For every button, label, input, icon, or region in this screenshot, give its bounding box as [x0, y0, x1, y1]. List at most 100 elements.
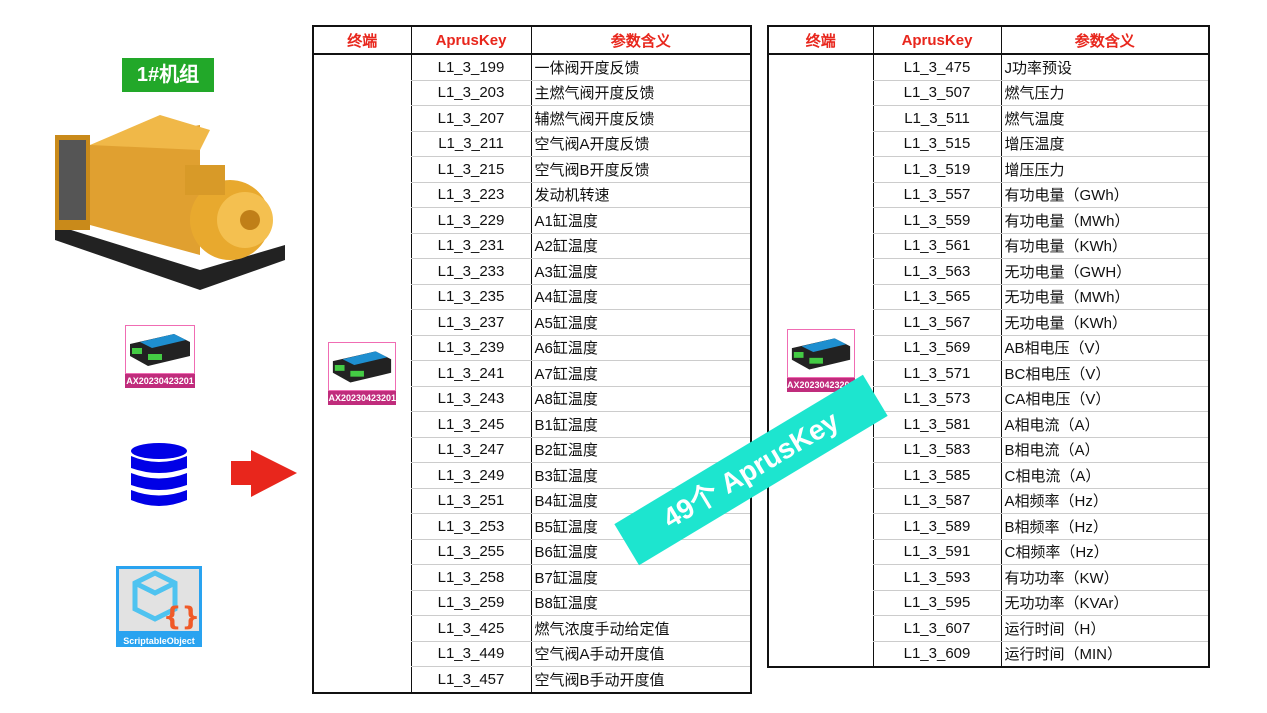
meaning-cell: 空气阀B手动开度值: [530, 666, 751, 693]
meaning-cell: 辅燃气阀开度反馈: [530, 105, 751, 132]
device-id-label: AX20230423201: [328, 390, 397, 405]
apruskey-cell: L1_3_515: [872, 131, 1001, 157]
generator-set-image: [55, 115, 285, 290]
table-row: L1_3_519 增压压力: [768, 156, 1209, 183]
table-row: L1_3_593 有功功率（KW）: [768, 564, 1209, 591]
apruskey-cell: L1_3_449: [410, 641, 531, 667]
table-row: L1_3_587 A相频率（Hz）: [768, 488, 1209, 514]
terminal-device-image: [125, 325, 195, 374]
header-terminal: 终端: [767, 26, 873, 55]
apruskey-cell: L1_3_231: [410, 233, 531, 259]
apruskey-cell: L1_3_243: [410, 386, 531, 412]
apruskey-cell: L1_3_207: [410, 105, 531, 132]
table-row: L1_3_507 燃气压力: [768, 80, 1209, 106]
apruskey-cell: L1_3_233: [410, 258, 531, 285]
apruskey-cell: L1_3_511: [872, 105, 1001, 132]
apruskey-cell: L1_3_253: [410, 513, 531, 540]
apruskey-table-left: 终端 AprusKey 参数含义 AX20230423201 L1_3_199 一体…: [312, 25, 752, 694]
table-row: L1_3_595 无功功率（KVAr）: [768, 590, 1209, 616]
terminal-device-image: [328, 341, 397, 391]
meaning-cell: B8缸温度: [530, 590, 751, 616]
table-row: L1_3_511 燃气温度: [768, 105, 1209, 132]
apruskey-cell: L1_3_595: [872, 590, 1001, 616]
apruskey-cell: L1_3_593: [872, 564, 1001, 591]
meaning-cell: A7缸温度: [530, 360, 751, 387]
apruskey-cell: L1_3_607: [872, 615, 1001, 642]
meaning-cell: A5缸温度: [530, 309, 751, 336]
table-row: L1_3_243 A8缸温度: [313, 386, 751, 412]
table-row: L1_3_585 C相电流（A）: [768, 462, 1209, 489]
apruskey-cell: L1_3_567: [872, 309, 1001, 336]
scriptable-object-icon: {} ScriptableObject: [116, 566, 202, 647]
table-row: L1_3_235 A4缸温度: [313, 284, 751, 310]
terminal-device: AX20230423201: [125, 325, 195, 388]
apruskey-cell: L1_3_211: [410, 131, 531, 157]
apruskey-cell: L1_3_591: [872, 539, 1001, 565]
table-row: L1_3_567 无功电量（KWh）: [768, 309, 1209, 336]
apruskey-cell: L1_3_581: [872, 411, 1001, 438]
table-row: L1_3_231 A2缸温度: [313, 233, 751, 259]
header-meaning: 参数含义: [530, 26, 751, 55]
meaning-cell: A3缸温度: [530, 258, 751, 285]
apruskey-cell: L1_3_583: [872, 437, 1001, 463]
meaning-cell: B相频率（Hz）: [1000, 513, 1209, 540]
table-row: L1_3_223 发动机转速: [313, 182, 751, 208]
apruskey-cell: L1_3_259: [410, 590, 531, 616]
apruskey-cell: L1_3_589: [872, 513, 1001, 540]
meaning-cell: B1缸温度: [530, 411, 751, 438]
meaning-cell: 运行时间（MIN）: [1000, 641, 1209, 668]
apruskey-cell: L1_3_565: [872, 284, 1001, 310]
table-row: L1_3_259 B8缸温度: [313, 590, 751, 616]
table-row: L1_3_258 B7缸温度: [313, 564, 751, 591]
table-row: L1_3_565 无功电量（MWh）: [768, 284, 1209, 310]
meaning-cell: A6缸温度: [530, 335, 751, 361]
apruskey-cell: L1_3_249: [410, 462, 531, 489]
apruskey-cell: L1_3_235: [410, 284, 531, 310]
table-row: L1_3_589 B相频率（Hz）: [768, 513, 1209, 540]
table-row: L1_3_247 B2缸温度: [313, 437, 751, 463]
table-row: L1_3_563 无功电量（GWH）: [768, 258, 1209, 285]
meaning-cell: 主燃气阀开度反馈: [530, 80, 751, 106]
apruskey-cell: L1_3_199: [410, 54, 531, 81]
meaning-cell: A1缸温度: [530, 207, 751, 234]
table-row: L1_3_609 运行时间（MIN）: [768, 641, 1209, 668]
terminal-cell: AX20230423201: [312, 54, 411, 693]
table-row: L1_3_233 A3缸温度: [313, 258, 751, 285]
apruskey-cell: L1_3_251: [410, 488, 531, 514]
apruskey-cell: L1_3_215: [410, 156, 531, 183]
apruskey-cell: L1_3_569: [872, 335, 1001, 361]
apruskey-cell: L1_3_587: [872, 488, 1001, 514]
table-row: L1_3_569 AB相电压（V）: [768, 335, 1209, 361]
meaning-cell: C相电流（A）: [1000, 462, 1209, 489]
table-row: L1_3_215 空气阀B开度反馈: [313, 156, 751, 183]
apruskey-cell: L1_3_258: [410, 564, 531, 591]
unit-label: 1#机组: [122, 58, 214, 92]
meaning-cell: BC相电压（V）: [1000, 360, 1209, 387]
table-row: L1_3_515 增压温度: [768, 131, 1209, 157]
table-row: L1_3_457 空气阀B手动开度值: [313, 666, 751, 693]
apruskey-cell: L1_3_563: [872, 258, 1001, 285]
apruskey-cell: L1_3_241: [410, 360, 531, 387]
meaning-cell: 增压温度: [1000, 131, 1209, 157]
apruskey-cell: L1_3_609: [872, 641, 1001, 668]
table-row: L1_3_583 B相电流（A）: [768, 437, 1209, 463]
table-row: L1_3_573 CA相电压（V）: [768, 386, 1209, 412]
meaning-cell: A相频率（Hz）: [1000, 488, 1209, 514]
apruskey-cell: L1_3_223: [410, 182, 531, 208]
apruskey-cell: L1_3_229: [410, 207, 531, 234]
meaning-cell: A4缸温度: [530, 284, 751, 310]
header-apruskey: AprusKey: [410, 26, 531, 55]
table-row: AX20230423201 L1_3_475 J功率预设: [767, 54, 1209, 667]
table-row: L1_3_239 A6缸温度: [313, 335, 751, 361]
table-row: L1_3_591 C相频率（Hz）: [768, 539, 1209, 565]
apruskey-cell: L1_3_247: [410, 437, 531, 463]
table-row: AX20230423201 L1_3_199 一体阀开度反馈: [312, 54, 751, 693]
arrow-right-icon: [231, 450, 297, 497]
terminal-device-image: [786, 329, 855, 378]
apruskey-cell: L1_3_239: [410, 335, 531, 361]
meaning-cell: B7缸温度: [530, 564, 751, 591]
apruskey-cell: L1_3_425: [410, 615, 531, 642]
table-row: L1_3_237 A5缸温度: [313, 309, 751, 336]
meaning-cell: 有功功率（KW）: [1000, 564, 1209, 591]
meaning-cell: AB相电压（V）: [1000, 335, 1209, 361]
